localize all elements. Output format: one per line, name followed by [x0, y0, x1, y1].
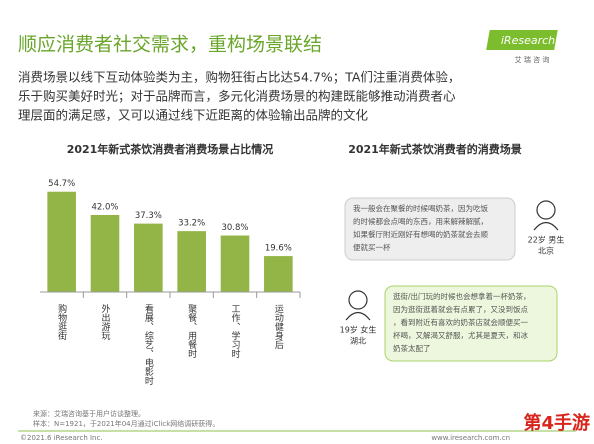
- bar: [264, 256, 293, 292]
- quote-text: 逛街/出门玩的时候也会想拿着一杯奶茶，: [393, 291, 531, 301]
- body-text: 理层面的满足感，又可以通过线下近距离的体验输出品牌的文化: [18, 108, 369, 123]
- value-label: 54.7%: [48, 179, 75, 189]
- title: 顺应消费者社交需求，重构场景联结: [18, 34, 322, 56]
- category-label: 运动健身后: [273, 304, 284, 350]
- logo: iResearch: [501, 34, 555, 47]
- value-label: 30.8%: [221, 223, 248, 233]
- copyright: ©2021.6 iResearch Inc.: [20, 434, 103, 442]
- avatar: [348, 290, 368, 310]
- person-label: 湖北: [350, 337, 366, 346]
- person-label: 19岁 女生: [340, 325, 377, 335]
- value-label: 37.3%: [135, 211, 162, 221]
- avatar: [536, 200, 556, 220]
- quote-box: [344, 197, 516, 261]
- category-label: 外出游玩: [100, 303, 111, 341]
- quote-text: 奶茶太配了: [393, 343, 431, 353]
- category-label: 购物逛街: [56, 303, 67, 341]
- logo-sub: 艾 瑞 咨 询: [515, 55, 550, 64]
- footnote: 样本：N=1921，于2021年04月通过iClick网络调研获得。: [33, 419, 219, 428]
- bar: [177, 231, 206, 292]
- body-text: 消费场景以线下互动体验类为主，购物狂街占比达54.7%；TA们注重消费体验，: [18, 70, 460, 85]
- chart-title: 2021年新式茶饮消费者消费场景占比情况: [67, 142, 274, 156]
- url: www.iresearch.com.cn: [431, 434, 510, 442]
- quote-text: 如果餐厅附近刚好有想喝的奶茶就会去顺: [353, 229, 488, 239]
- quote-text: 便就买一杯: [353, 242, 391, 252]
- logo-bg: [486, 30, 558, 50]
- bar: [134, 223, 163, 292]
- category-label: 聚餐、用餐时: [186, 304, 197, 358]
- person-label: 22岁 男生: [528, 235, 565, 245]
- bar: [47, 191, 76, 292]
- value-label: 19.6%: [265, 244, 292, 254]
- bar: [220, 235, 250, 292]
- bar: [90, 215, 120, 292]
- quote-title: 2021年新式茶饮消费者的消费场景: [348, 142, 522, 156]
- value-label: 33.2%: [178, 219, 205, 229]
- category-label: 看展、综艺、电影时: [143, 303, 154, 385]
- person-label: 北京: [538, 246, 554, 256]
- footnote: 来源：艾瑞咨询基于用户访谈整理。: [33, 409, 145, 418]
- avatar-body: [345, 311, 371, 321]
- quote-text: 的时候都会点喝的东西，用来解辣解腻，: [353, 216, 488, 226]
- category-label: 工作、学习时: [230, 304, 241, 358]
- quote-text: 因为逛街逛着就会有点累了，又没到饭点: [393, 304, 528, 314]
- quote-text: 杯喝，又解渴又舒服，尤其是夏天，和冰: [393, 330, 528, 340]
- value-label: 42.0%: [91, 203, 118, 213]
- quote-text: ，看到附近有喜欢的奶茶店就会顺便买一: [393, 317, 528, 327]
- avatar-body: [533, 221, 559, 231]
- watermark: 第4手游: [523, 412, 590, 434]
- body-text: 乐于购买美好时光；对于品牌而言，多元化消费场景的构建既能够推动消费者心: [18, 89, 456, 104]
- quote-text: 我一般会在聚餐的时候喝奶茶，因为吃饭: [353, 203, 488, 213]
- quote-box: [384, 285, 558, 362]
